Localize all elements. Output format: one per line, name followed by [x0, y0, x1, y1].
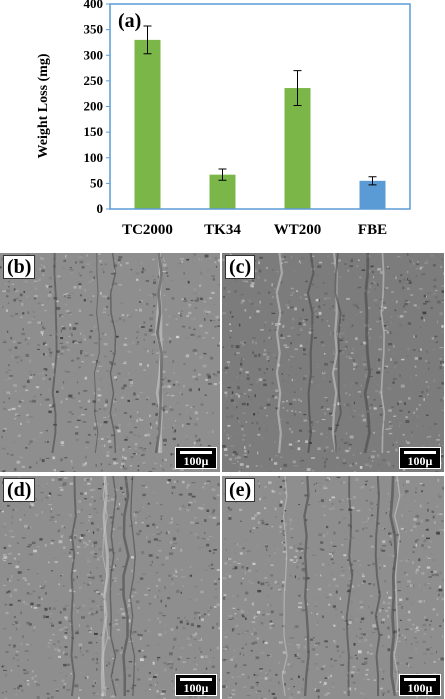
micrograph-texture-b [0, 253, 220, 472]
scale-line-e [404, 678, 436, 681]
y-tick-label: 100 [84, 150, 104, 165]
scale-bar-d: 100µ [175, 674, 217, 696]
x-tick-label: TC2000 [122, 222, 173, 238]
y-tick-label: 400 [84, 0, 104, 11]
panel-label-c: (c) [225, 255, 256, 279]
scale-line-c [404, 451, 436, 454]
y-tick-label: 250 [84, 73, 104, 88]
sem-micrograph-d: (d) 100µ [0, 476, 220, 699]
panel-label-a: (a) [118, 10, 141, 32]
y-tick-label: 200 [84, 99, 104, 114]
sem-micrograph-b: (b) 100µ [0, 253, 220, 472]
scale-line-b [180, 451, 212, 454]
scale-text-e: 100µ [407, 681, 433, 695]
sem-micrograph-c: (c) 100µ [222, 253, 444, 472]
y-tick-label: 300 [84, 47, 104, 62]
error-bar-tc2000 [143, 25, 152, 55]
error-bar-wt200 [293, 70, 302, 106]
scale-bar-b: 100µ [175, 447, 217, 469]
sem-micrograph-e: (e) 100µ [222, 476, 444, 699]
micrograph-texture-e [222, 476, 444, 699]
error-bar-fbe [368, 176, 377, 186]
scale-text-c: 100µ [407, 454, 433, 468]
scale-bar-c: 100µ [399, 447, 441, 469]
x-tick-label: WT200 [274, 222, 322, 238]
scale-line-d [180, 678, 212, 681]
plot-frame [109, 3, 411, 210]
error-bar-tk34 [218, 168, 227, 181]
bar-fbe [359, 180, 386, 209]
y-tick-label: 150 [84, 124, 104, 139]
micrograph-texture-c [222, 253, 444, 472]
y-tick-label: 0 [97, 201, 104, 216]
panel-label-b: (b) [3, 255, 36, 279]
scale-bar-e: 100µ [399, 674, 441, 696]
micrograph-texture-d [0, 476, 220, 699]
bar-wt200 [284, 88, 311, 209]
bar-tc2000 [134, 39, 161, 209]
scale-text-b: 100µ [183, 454, 209, 468]
y-axis-label: Weight Loss (mg) [36, 53, 51, 158]
chart-canvas: 0 50 100 150 200 250 300 350 400 TC2000 TK34 WT200… [36, 0, 411, 238]
panel-label-e: (e) [225, 478, 256, 502]
x-tick-label: TK34 [204, 222, 241, 238]
panel-label-d: (d) [3, 478, 36, 502]
scale-text-d: 100µ [183, 681, 209, 695]
y-tick-label: 50 [90, 175, 103, 190]
y-tick-label: 350 [84, 22, 104, 37]
x-tick-label: FBE [358, 222, 387, 238]
weight-loss-bar-chart: 0 50 100 150 200 250 300 350 400 TC2000 TK34 WT200… [0, 0, 445, 245]
